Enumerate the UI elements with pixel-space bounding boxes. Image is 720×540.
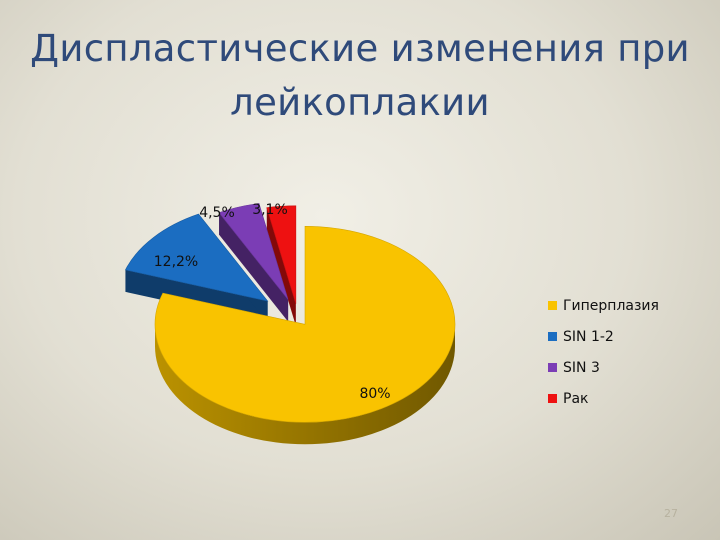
pie-slice-sin3 (218, 203, 289, 300)
slice-side-hyperplasia (155, 324, 456, 445)
legend-item-cancer: Рак (548, 383, 659, 414)
slice-wall-sin3 (219, 212, 289, 322)
title-line-1: Диспластические изменения при (30, 27, 690, 70)
legend-swatch-hyperplasia (548, 301, 557, 310)
legend-item-sin12: SIN 1-2 (548, 321, 659, 352)
legend-label-hyperplasia: Гиперплазия (563, 297, 659, 314)
slice-wall-cancer (266, 207, 296, 326)
legend-label-sin3: SIN 3 (563, 359, 600, 376)
pie-slice-sin12 (124, 213, 269, 302)
data-label-hyperplasia: 80% (359, 386, 390, 402)
slide-title: Диспластические изменения при лейкоплаки… (20, 22, 700, 130)
pie-slice-cancer (266, 205, 297, 304)
pie-tops (124, 203, 456, 423)
legend-swatch-sin3 (548, 363, 557, 372)
title-line-2: лейкоплакии (230, 81, 490, 124)
data-label-sin3: 4,5% (199, 205, 235, 221)
legend-label-sin12: SIN 1-2 (563, 328, 614, 345)
pie-slice-hyperplasia (154, 226, 456, 423)
chart-legend: Гиперплазия SIN 1-2 SIN 3 Рак (548, 290, 659, 414)
legend-swatch-sin12 (548, 332, 557, 341)
legend-item-hyperplasia: Гиперплазия (548, 290, 659, 321)
legend-item-sin3: SIN 3 (548, 352, 659, 383)
page-number: 27 (664, 507, 678, 520)
legend-swatch-cancer (548, 394, 557, 403)
legend-label-cancer: Рак (563, 390, 589, 407)
data-label-cancer: 3,1% (252, 202, 288, 218)
data-label-sin12: 12,2% (154, 254, 198, 270)
